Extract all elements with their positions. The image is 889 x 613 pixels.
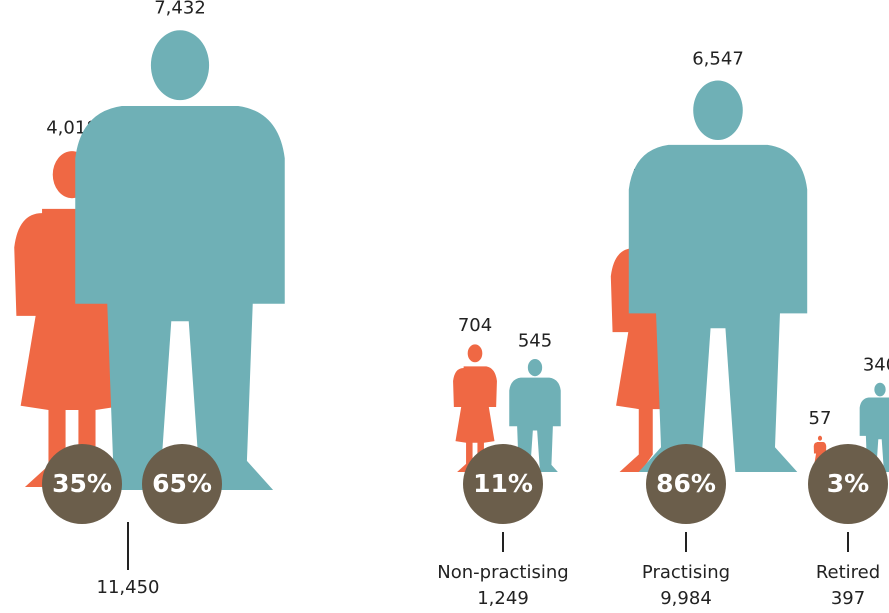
share-label: 3% (827, 469, 869, 498)
share-label: 65% (152, 469, 212, 498)
group-total: 1,249 (477, 588, 529, 609)
share-circle (142, 444, 222, 524)
share-circle (42, 444, 122, 524)
share-label: 11% (473, 469, 533, 498)
man-silhouette (628, 80, 808, 472)
men-count: 6,547 (692, 49, 744, 70)
man-silhouette (75, 30, 285, 490)
group-name: Retired (816, 562, 880, 583)
men-count: 340 (863, 355, 889, 376)
men-count: 7,432 (154, 0, 206, 18)
total-label: 11,450 (97, 577, 160, 598)
woman-silhouette (453, 344, 497, 472)
share-label: 86% (656, 469, 716, 498)
share-circle (463, 444, 543, 524)
man-silhouette (509, 359, 561, 472)
men-count: 545 (518, 331, 552, 352)
share-label: 35% (52, 469, 112, 498)
share-circle (646, 444, 726, 524)
group-total: 397 (831, 588, 865, 609)
women-count: 57 (809, 408, 832, 429)
group-name: Practising (642, 562, 730, 583)
women-count: 704 (458, 315, 492, 336)
group-total: 9,984 (660, 588, 712, 609)
share-circle (808, 444, 888, 524)
group-name: Non-practising (437, 562, 568, 583)
